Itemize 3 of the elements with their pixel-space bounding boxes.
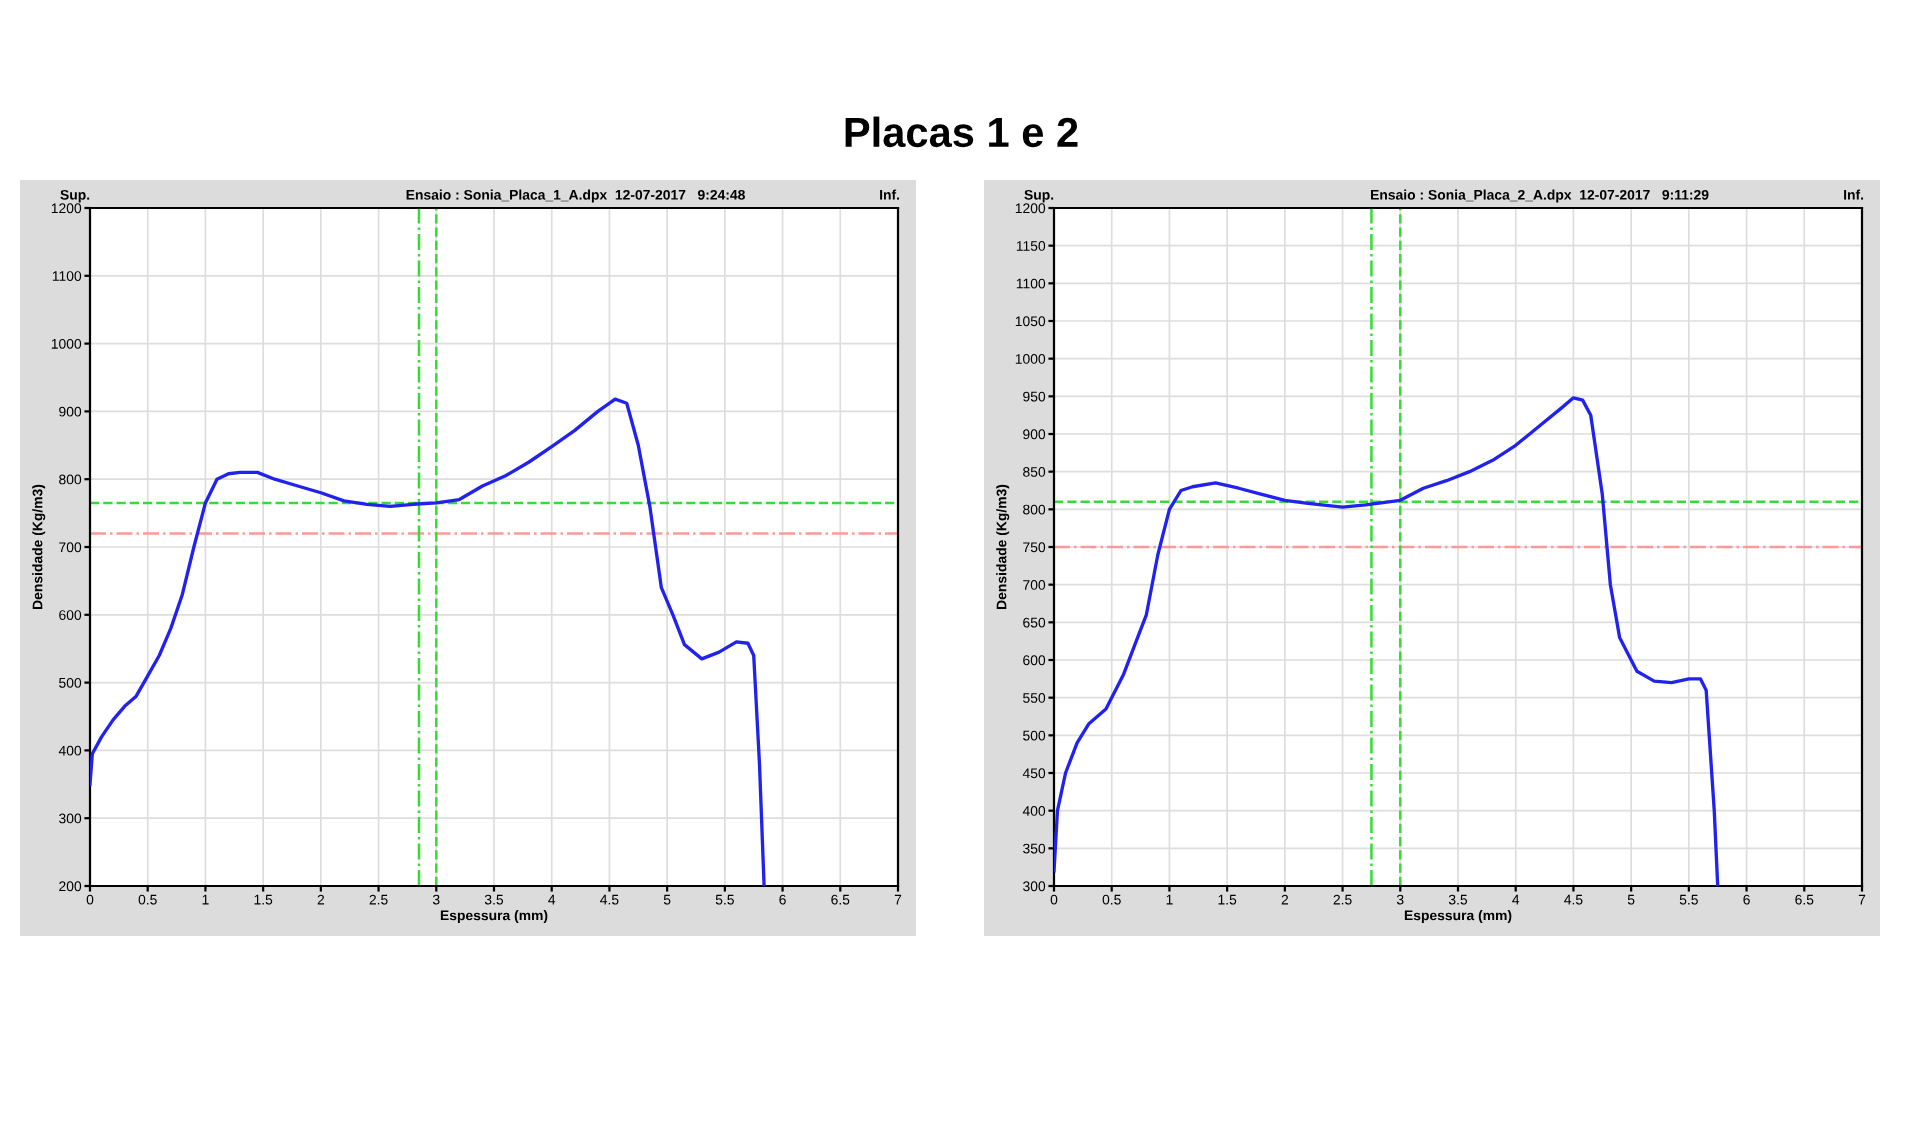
- chart-title: Placas 1 e 2: [845, 116, 1078, 148]
- line-series: [90, 397, 766, 886]
- line-series: [1054, 396, 1720, 886]
